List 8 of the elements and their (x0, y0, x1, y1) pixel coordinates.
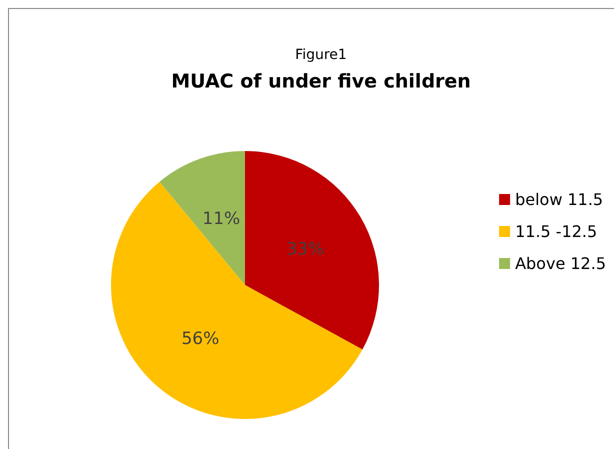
legend-label: 11.5 -12.5 (515, 222, 598, 241)
legend-label: Above 12.5 (515, 254, 606, 273)
chart-subtitle: Figure1 (295, 47, 347, 63)
chart-title: MUAC of under five children (171, 70, 471, 92)
data-label: 56% (181, 328, 220, 349)
legend-label: below 11.5 (515, 190, 604, 209)
data-label: 33% (286, 239, 324, 260)
data-label: 11% (202, 209, 240, 230)
